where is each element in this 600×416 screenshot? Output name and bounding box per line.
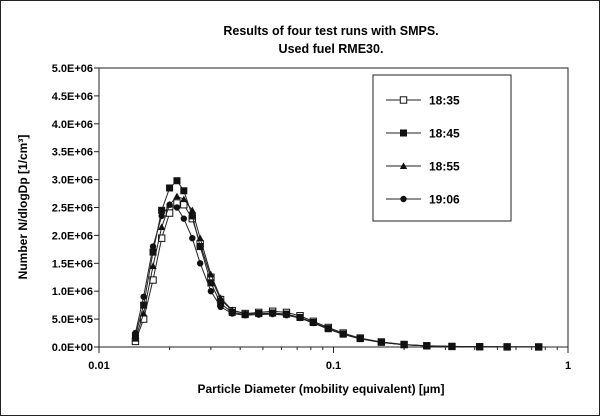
data-point [196,260,204,267]
legend: 18:35 18:45 18:55 19:06 [372,74,512,222]
y-tick-label: 1.0E+06 [52,286,93,298]
y-tick-label: 4.5E+06 [52,91,93,103]
data-point [158,212,165,220]
legend-items: 18:35 18:45 18:55 19:06 [386,94,460,207]
legend-label: 18:55 [429,160,460,174]
y-axis: 0.0E+00 5.0E+05 1.0E+06 1.5E+06 2.0E+06 2.5E+… [52,63,99,354]
series-layer [131,177,543,351]
legend-label: 18:35 [429,94,460,108]
data-point [241,311,249,319]
data-point [229,310,236,317]
data-point [448,343,456,350]
y-tick-label: 2.0E+06 [52,230,93,242]
series-line [134,204,539,348]
legend-marker [399,129,407,137]
data-point [173,177,181,185]
data-point [166,184,174,192]
data-point [173,204,181,211]
data-point [132,329,139,337]
y-tick-label: 2.5E+06 [52,203,93,215]
data-point [149,243,157,250]
data-point [423,342,431,350]
data-point [503,343,511,351]
data-point [357,335,364,342]
data-point [535,343,542,351]
data-point [310,319,317,327]
legend-marker [400,195,407,203]
y-tick-label: 0.0E+00 [52,342,93,354]
data-point [188,206,196,214]
data-point [166,201,173,208]
data-point [131,334,140,342]
x-tick-label: 0.01 [88,360,109,372]
data-point [340,330,347,338]
data-point [400,341,408,348]
legend-label: 18:45 [429,127,460,141]
data-point [149,262,157,270]
chart-title-line-1: Results of four test runs with SMPS. [223,24,438,38]
y-axis-title: Number N/dlogDp [1/cm³] [16,135,30,280]
data-point [196,243,204,251]
legend-marker [399,162,408,169]
x-axis-title: Particle Diameter (mobility equivalent) … [198,382,445,396]
data-point [207,288,215,295]
data-point [476,343,483,350]
data-point [180,195,188,203]
data-point [255,311,262,318]
data-point [269,310,276,318]
legend-label: 19:06 [429,193,460,207]
x-tick-label: 1 [565,360,571,372]
x-axis: 0.01 0.1 1 [88,347,571,372]
data-point [216,294,225,301]
y-tick-label: 3.0E+06 [52,175,93,187]
data-point [157,234,166,242]
data-point [283,311,290,319]
data-point [180,215,188,222]
data-point [217,303,224,311]
chart-title-line-2: Used fuel RME30. [279,42,384,56]
legend-marker [399,96,408,104]
data-point [325,325,332,333]
y-tick-label: 4.0E+06 [52,119,93,131]
y-tick-label: 3.5E+06 [52,147,93,159]
data-point [140,293,147,300]
data-point [378,339,385,346]
x-tick-label: 0.1 [326,360,341,372]
y-tick-label: 5.0E+06 [52,63,93,75]
y-tick-label: 1.5E+06 [52,258,93,270]
data-point [140,301,148,309]
y-tick-label: 5.0E+05 [52,314,93,326]
legend-box [372,74,512,222]
data-point [296,314,304,322]
data-point [196,234,204,242]
series-19:06 [132,201,542,351]
data-point [180,187,188,195]
data-point [139,309,148,317]
data-point [207,270,215,278]
data-point [157,223,166,230]
data-point [189,234,196,242]
data-point [173,192,181,200]
